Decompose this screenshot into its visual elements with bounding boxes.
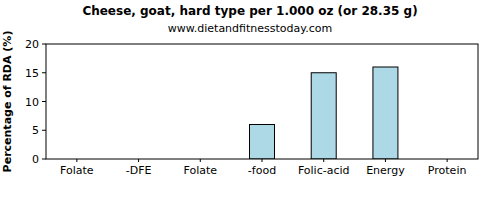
- bars: [250, 67, 398, 159]
- x-tick-label: -food: [248, 164, 276, 177]
- x-tick-label: Folate: [60, 164, 94, 177]
- x-tick-label: Folate: [184, 164, 218, 177]
- y-tick: [42, 130, 46, 131]
- y-tick: [42, 159, 46, 160]
- bar: [373, 67, 398, 159]
- y-tick-label: 20: [25, 38, 39, 51]
- x-tick-label: -DFE: [126, 164, 152, 177]
- plot-frame: [46, 44, 478, 159]
- y-axis-label: Percentage of RDA (%): [1, 31, 14, 173]
- bar: [311, 73, 336, 159]
- title: Cheese, goat, hard type per 1.000 oz (or…: [82, 4, 417, 18]
- subtitle: www.dietandfitnesstoday.com: [168, 22, 332, 35]
- y-tick: [42, 44, 46, 45]
- x-tick: [200, 159, 201, 162]
- y-tick: [42, 101, 46, 102]
- y-tick: [42, 72, 46, 73]
- x-tick: [447, 159, 448, 162]
- y-tick-label: 10: [25, 96, 39, 109]
- x-tick-label: Folic-acid: [298, 164, 350, 177]
- y-tick-label: 15: [25, 67, 39, 80]
- x-tick: [138, 159, 139, 162]
- x-tick: [262, 159, 263, 162]
- x-tick: [385, 159, 386, 162]
- chart: Cheese, goat, hard type per 1.000 oz (or…: [0, 0, 500, 200]
- x-tick: [76, 159, 77, 162]
- x-tick-label: Energy: [366, 164, 405, 177]
- y-tick-label: 0: [32, 153, 39, 166]
- bar: [250, 125, 275, 160]
- x-tick-label: Protein: [428, 164, 467, 177]
- x-tick: [323, 159, 324, 162]
- y-tick-label: 5: [32, 124, 39, 137]
